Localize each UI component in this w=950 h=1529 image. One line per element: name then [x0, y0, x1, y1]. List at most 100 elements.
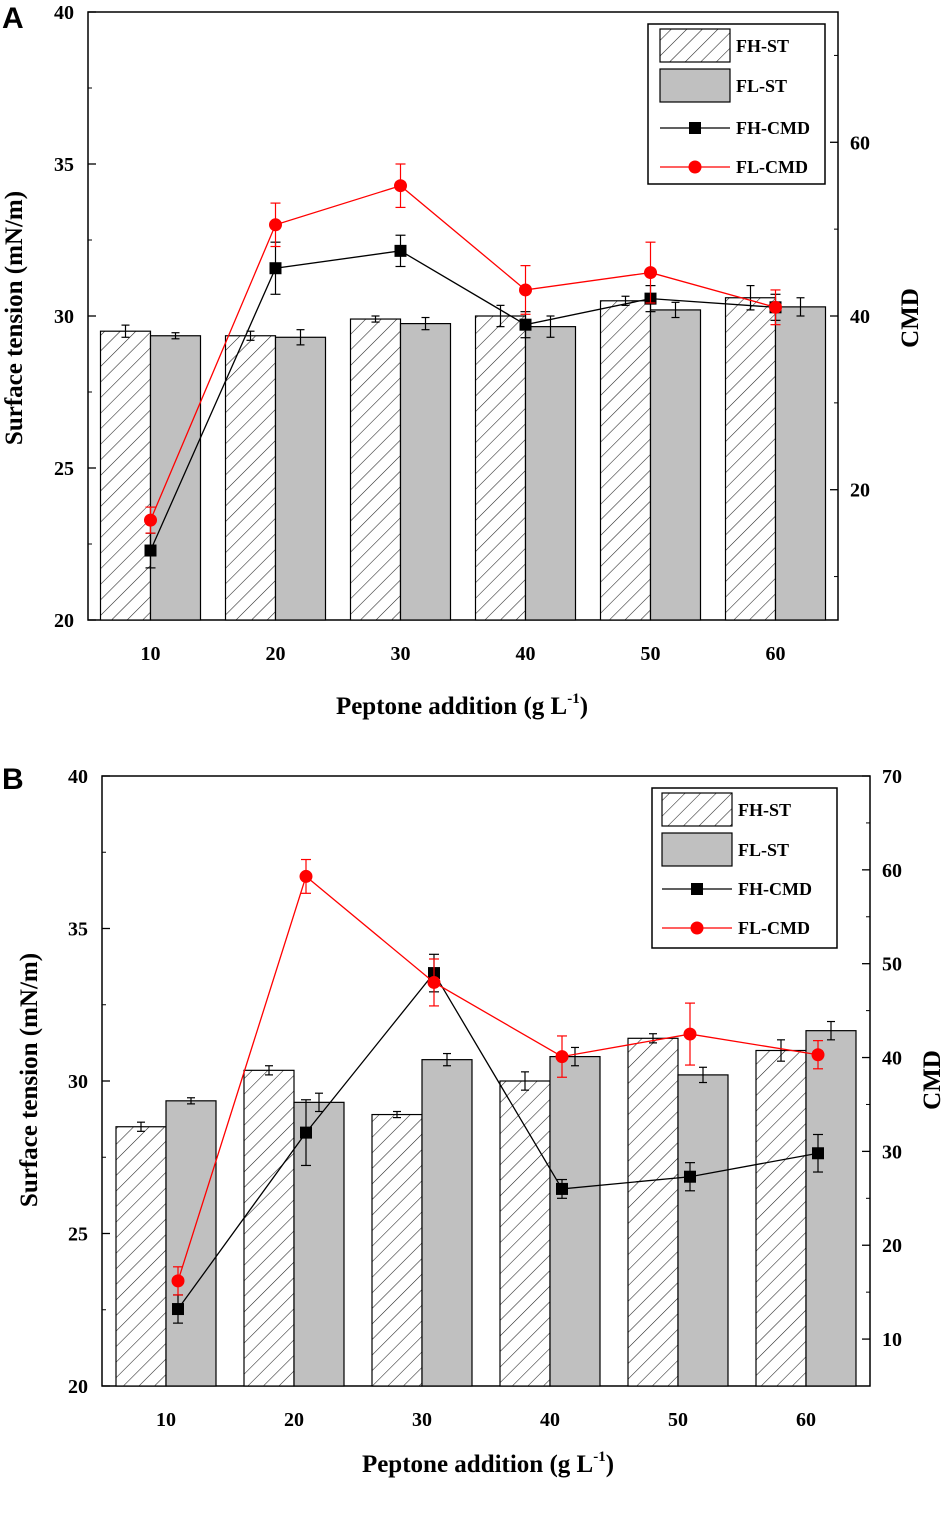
line-fl-cmd [177, 875, 819, 1282]
point-fl-cmd [811, 1048, 825, 1062]
point-fh-cmd [172, 1303, 184, 1316]
point-fh-cmd [556, 1182, 568, 1195]
y2-tick-label: 40 [850, 306, 870, 328]
panel-a-legend-fl-cmd: FL-CMD [736, 157, 808, 177]
y-tick-label: 30 [68, 1071, 88, 1093]
y-tick-label: 40 [68, 766, 88, 788]
bar-fh-st [499, 1080, 551, 1387]
panel-b-legend-fl-st: FL-ST [738, 840, 789, 860]
x-tick-label: 50 [641, 643, 661, 665]
x-tick-label: 30 [391, 643, 411, 665]
y2-tick-label: 20 [882, 1235, 902, 1257]
point-fl-cmd [519, 283, 532, 297]
x-tick-label: 20 [284, 1409, 304, 1431]
point-fl-cmd [171, 1274, 185, 1288]
point-fh-cmd [812, 1147, 824, 1160]
y-tick-label: 25 [68, 1224, 88, 1246]
panel-b-legend: FH-ST FL-ST FH-CMD FL-CMD [651, 787, 838, 949]
panel-a-legend-box [647, 23, 826, 185]
y-tick-label: 30 [54, 306, 74, 328]
panel-b-legend-marker-fh-cmd [691, 883, 703, 895]
panel-a-legend-swatch-fh-st [659, 28, 731, 63]
x-tick-label: 50 [668, 1409, 688, 1431]
bar-fh-st [627, 1037, 679, 1387]
point-fl-cmd [555, 1050, 569, 1064]
x-tick-label: 40 [516, 643, 536, 665]
y2-tick-label: 50 [882, 954, 902, 976]
panel-a-plot: 20 25 30 35 40 20 40 60 10 20 30 40 50 60 [54, 2, 870, 665]
y2-tick-label: 30 [882, 1141, 902, 1163]
bar-fl-st [165, 1100, 217, 1387]
panel-b-legend-fh-st: FH-ST [738, 800, 791, 820]
panel-b-legend-swatch-fl-st [661, 832, 733, 867]
point-fh-cmd [300, 1126, 312, 1139]
bar-fh-st [755, 1049, 807, 1387]
point-fl-cmd [427, 975, 441, 989]
point-fl-cmd [299, 869, 313, 883]
bar-fl-st [524, 326, 577, 621]
bar-fl-st [677, 1074, 729, 1387]
bar-fh-st [99, 330, 152, 621]
x-tick-label: 10 [156, 1409, 176, 1431]
panel-b-label: B [2, 763, 24, 796]
panel-b-legend-fh-cmd: FH-CMD [738, 879, 812, 899]
panel-a-legend-fl-st: FL-ST [736, 76, 787, 96]
y-tick-label: 35 [54, 154, 74, 176]
bar-fl-st [293, 1101, 345, 1387]
point-fl-cmd [644, 266, 657, 280]
bar-fl-st [649, 309, 702, 621]
line-fh-cmd [177, 971, 819, 1310]
bar-fl-st [805, 1030, 857, 1387]
y-tick-label: 25 [54, 458, 74, 480]
x-tick-label: 60 [766, 643, 786, 665]
bar-fl-st [774, 306, 827, 621]
y2-tick-label: 60 [850, 132, 870, 154]
line-fl-cmd [149, 184, 776, 521]
point-fl-cmd [769, 300, 782, 314]
panel-a-label: A [2, 2, 24, 35]
panel-b-legend-swatch-fh-st [661, 792, 733, 827]
line-fh-cmd [149, 250, 776, 551]
panel-b-legend-fl-cmd: FL-CMD [738, 918, 810, 938]
bar-fh-st [474, 315, 527, 621]
bar-fl-st [421, 1059, 473, 1387]
panel-a-legend-fh-cmd: FH-CMD [736, 118, 810, 138]
panel-a-legend: FH-ST FL-ST FH-CMD FL-CMD [647, 23, 826, 185]
bar-fh-st [115, 1126, 167, 1387]
point-fh-cmd [394, 244, 407, 257]
bar-fl-st [149, 335, 202, 621]
y2-tick-label: 70 [882, 766, 902, 788]
panel-a-legend-fh-st: FH-ST [736, 36, 789, 56]
y-tick-label: 35 [68, 919, 88, 941]
panel-b-ylabel: Surface tension (mN/m) [16, 953, 43, 1207]
point-fl-cmd [683, 1027, 697, 1041]
bar-fl-st [549, 1055, 601, 1387]
panel-a-ylabel: Surface tension (mN/m) [1, 191, 28, 445]
bar-fh-st [243, 1069, 295, 1387]
x-tick-label: 40 [540, 1409, 560, 1431]
x-tick-label: 10 [141, 643, 161, 665]
y-tick-label: 40 [54, 2, 74, 24]
bar-fh-st [371, 1113, 423, 1387]
point-fh-cmd [144, 544, 157, 557]
bar-fl-st [399, 323, 452, 621]
point-fh-cmd [519, 318, 532, 331]
point-fl-cmd [394, 179, 407, 193]
panel-b-legend-marker-fl-cmd [690, 921, 704, 935]
x-tick-label: 20 [266, 643, 286, 665]
point-fh-cmd [269, 262, 282, 275]
panel-b-plot: 20 25 30 35 40 10 20 30 40 50 60 70 10 20 30 40 50 60 [68, 766, 902, 1431]
point-fl-cmd [269, 218, 282, 232]
panel-a-legend-marker-fl-cmd [688, 160, 702, 174]
y-tick-label: 20 [68, 1376, 88, 1398]
y-tick-label: 20 [54, 610, 74, 632]
point-fl-cmd [144, 513, 157, 527]
y2-tick-label: 20 [850, 480, 870, 502]
panel-b: B 20 25 30 35 40 10 20 30 40 50 60 70 10 20 30 40 50 60 S… [2, 763, 946, 1478]
x-tick-label: 30 [412, 1409, 432, 1431]
y2-tick-label: 60 [882, 860, 902, 882]
panel-a: A 20 25 30 35 40 20 40 60 10 20 30 40 50 60 Surface t… [1, 2, 924, 720]
panel-b-y2label: CMD [919, 1050, 946, 1110]
panel-b-xlabel: Peptone addition (g L-1) [362, 1449, 614, 1478]
